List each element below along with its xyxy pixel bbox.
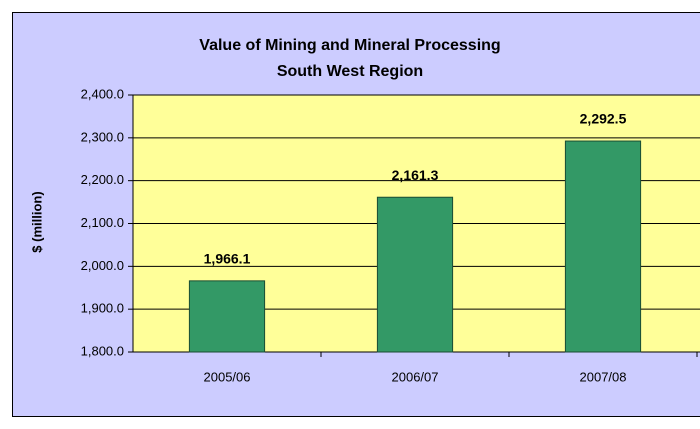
data-label: 2,292.5	[580, 111, 627, 127]
data-label: 1,966.1	[204, 251, 251, 267]
y-tick-label: 2,200.0	[81, 172, 124, 187]
x-tick-label: 2007/08	[580, 369, 627, 384]
x-tick-label: 2005/06	[204, 369, 251, 384]
bar	[376, 196, 454, 353]
chart-title: South West Region	[277, 63, 423, 80]
y-tick-label: 2,400.0	[81, 86, 124, 101]
x-tick-label: 2006/07	[392, 369, 439, 384]
y-axis-label: $ (million)	[29, 191, 44, 252]
y-tick-label: 1,900.0	[81, 301, 124, 316]
data-label: 2,161.3	[392, 167, 439, 183]
y-tick-label: 2,000.0	[81, 258, 124, 273]
bar	[564, 140, 642, 353]
chart-title: Value of Mining and Mineral Processing	[199, 37, 500, 54]
bar	[188, 280, 266, 353]
y-tick-label: 2,300.0	[81, 129, 124, 144]
y-tick-label: 2,100.0	[81, 215, 124, 230]
y-tick-label: 1,800.0	[81, 343, 124, 358]
